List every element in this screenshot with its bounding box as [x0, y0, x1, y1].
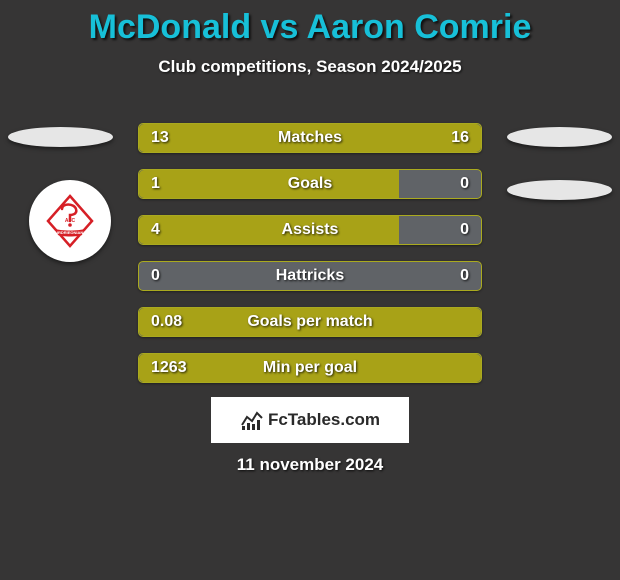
player2-photo-placeholder — [507, 127, 612, 147]
stat-value-right: 16 — [451, 124, 469, 152]
date-text: 11 november 2024 — [0, 455, 620, 475]
stat-value-right: 0 — [460, 170, 469, 198]
svg-text:AFC: AFC — [65, 218, 76, 224]
player1-photo-placeholder — [8, 127, 113, 147]
comparison-bars: 13 Matches 16 1 Goals 0 4 Assists 0 0 Ha… — [138, 123, 482, 399]
stat-label: Goals — [139, 170, 481, 198]
stat-label: Assists — [139, 216, 481, 244]
club-badge-icon: AFC AIRDRIEONIANS — [42, 193, 98, 249]
stat-row-goals: 1 Goals 0 — [138, 169, 482, 199]
stat-row-assists: 4 Assists 0 — [138, 215, 482, 245]
stat-value-right: 0 — [460, 262, 469, 290]
stat-row-gpm: 0.08 Goals per match — [138, 307, 482, 337]
page-subtitle: Club competitions, Season 2024/2025 — [0, 57, 620, 77]
stat-label: Hattricks — [139, 262, 481, 290]
brand-text: FcTables.com — [268, 410, 380, 430]
player2-club-placeholder — [507, 180, 612, 200]
svg-text:AIRDRIEONIANS: AIRDRIEONIANS — [54, 230, 86, 235]
stat-value-right: 0 — [460, 216, 469, 244]
stat-row-hattricks: 0 Hattricks 0 — [138, 261, 482, 291]
stat-label: Goals per match — [139, 308, 481, 336]
page-title: McDonald vs Aaron Comrie — [0, 0, 620, 47]
stat-row-matches: 13 Matches 16 — [138, 123, 482, 153]
stat-row-mpg: 1263 Min per goal — [138, 353, 482, 383]
player1-club-badge: AFC AIRDRIEONIANS — [29, 180, 111, 262]
stat-label: Min per goal — [139, 354, 481, 382]
stat-label: Matches — [139, 124, 481, 152]
fctables-icon — [240, 409, 264, 431]
brand-logo-box: FcTables.com — [211, 397, 409, 443]
